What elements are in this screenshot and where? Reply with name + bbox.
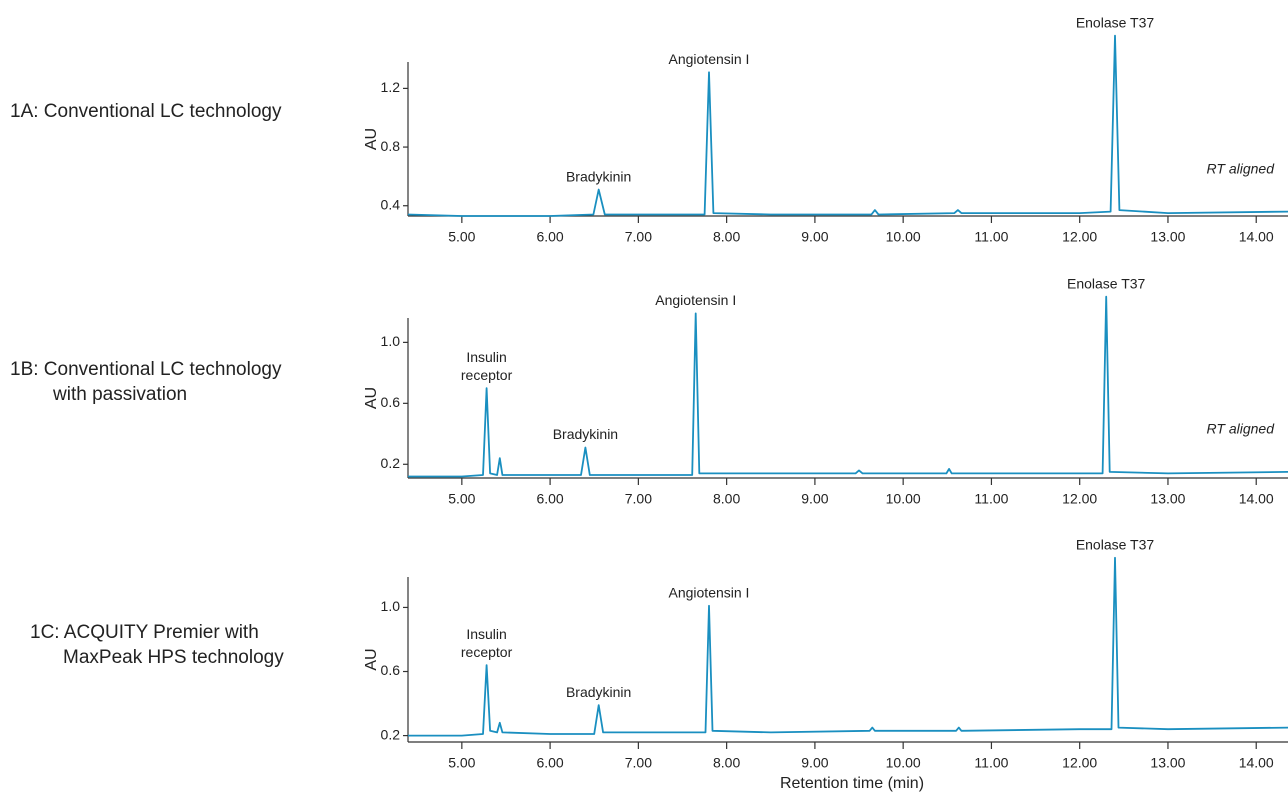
x-tick-label: 13.00 (1150, 229, 1185, 245)
x-tick-label: 5.00 (448, 229, 475, 245)
x-tick-label: 12.00 (1062, 491, 1097, 507)
y-tick-label: 1.2 (381, 79, 401, 95)
x-tick-label: 12.00 (1062, 755, 1097, 771)
peak-label: Insulin (466, 626, 506, 642)
note: RT aligned (1207, 421, 1276, 437)
peak-label: Bradykinin (566, 168, 631, 184)
trace (408, 295, 1288, 478)
x-tick-label: 11.00 (974, 491, 1008, 507)
x-tick-label: 10.00 (886, 491, 921, 507)
x-tick-label: 11.00 (974, 229, 1008, 245)
peak-label: Bradykinin (553, 426, 618, 442)
peak-label: receptor (461, 644, 513, 660)
panel-label: MaxPeak HPS technology (63, 647, 284, 668)
trace (408, 556, 1288, 737)
y-tick-label: 1.0 (381, 598, 401, 614)
x-tick-label: 14.00 (1239, 491, 1274, 507)
y-axis-label: AU (363, 128, 380, 150)
note: RT aligned (1207, 161, 1276, 177)
peak-label: Enolase T37 (1076, 536, 1155, 552)
x-tick-label: 10.00 (886, 755, 921, 771)
x-tick-label: 6.00 (536, 229, 563, 245)
y-tick-label: 0.8 (381, 138, 401, 154)
x-tick-label: 14.00 (1239, 229, 1274, 245)
y-tick-label: 0.4 (381, 196, 401, 212)
panel-label: with passivation (52, 384, 187, 405)
x-tick-label: 11.00 (974, 755, 1008, 771)
y-axis-label: AU (363, 648, 380, 670)
y-tick-label: 0.6 (381, 662, 401, 678)
x-tick-label: 12.00 (1062, 229, 1097, 245)
x-tick-label: 13.00 (1150, 491, 1185, 507)
peak-label: Enolase T37 (1076, 14, 1155, 30)
x-tick-label: 7.00 (625, 229, 652, 245)
peak-label: Bradykinin (566, 684, 631, 700)
x-tick-label: 7.00 (625, 491, 652, 507)
x-tick-label: 8.00 (713, 491, 740, 507)
x-tick-label: 6.00 (536, 755, 563, 771)
x-tick-label: 5.00 (448, 491, 475, 507)
y-tick-label: 0.6 (381, 394, 401, 410)
peak-label: Insulin (466, 349, 506, 365)
y-tick-label: 0.2 (381, 455, 401, 471)
x-axis-label: Retention time (min) (780, 775, 924, 792)
peak-label: Enolase T37 (1067, 275, 1146, 291)
panel-label: 1A: Conventional LC technology (10, 101, 282, 122)
x-tick-label: 5.00 (448, 755, 475, 771)
y-tick-label: 0.2 (381, 726, 401, 742)
peak-label: Angiotensin I (669, 585, 750, 601)
x-tick-label: 10.00 (886, 229, 921, 245)
panel-label: 1B: Conventional LC technology (10, 359, 282, 380)
x-tick-label: 9.00 (801, 755, 828, 771)
x-tick-label: 7.00 (625, 755, 652, 771)
peak-label: Angiotensin I (655, 292, 736, 308)
x-tick-label: 6.00 (536, 491, 563, 507)
y-tick-label: 1.0 (381, 333, 401, 349)
panel-label: 1C: ACQUITY Premier with (30, 622, 259, 643)
x-tick-label: 9.00 (801, 491, 828, 507)
peak-label: Angiotensin I (669, 51, 750, 67)
trace (407, 34, 1288, 217)
x-tick-label: 8.00 (713, 229, 740, 245)
x-tick-label: 14.00 (1239, 755, 1274, 771)
x-tick-label: 8.00 (713, 755, 740, 771)
x-tick-label: 9.00 (801, 229, 828, 245)
x-tick-label: 13.00 (1150, 755, 1185, 771)
peak-label: receptor (461, 367, 513, 383)
y-axis-label: AU (363, 387, 380, 409)
